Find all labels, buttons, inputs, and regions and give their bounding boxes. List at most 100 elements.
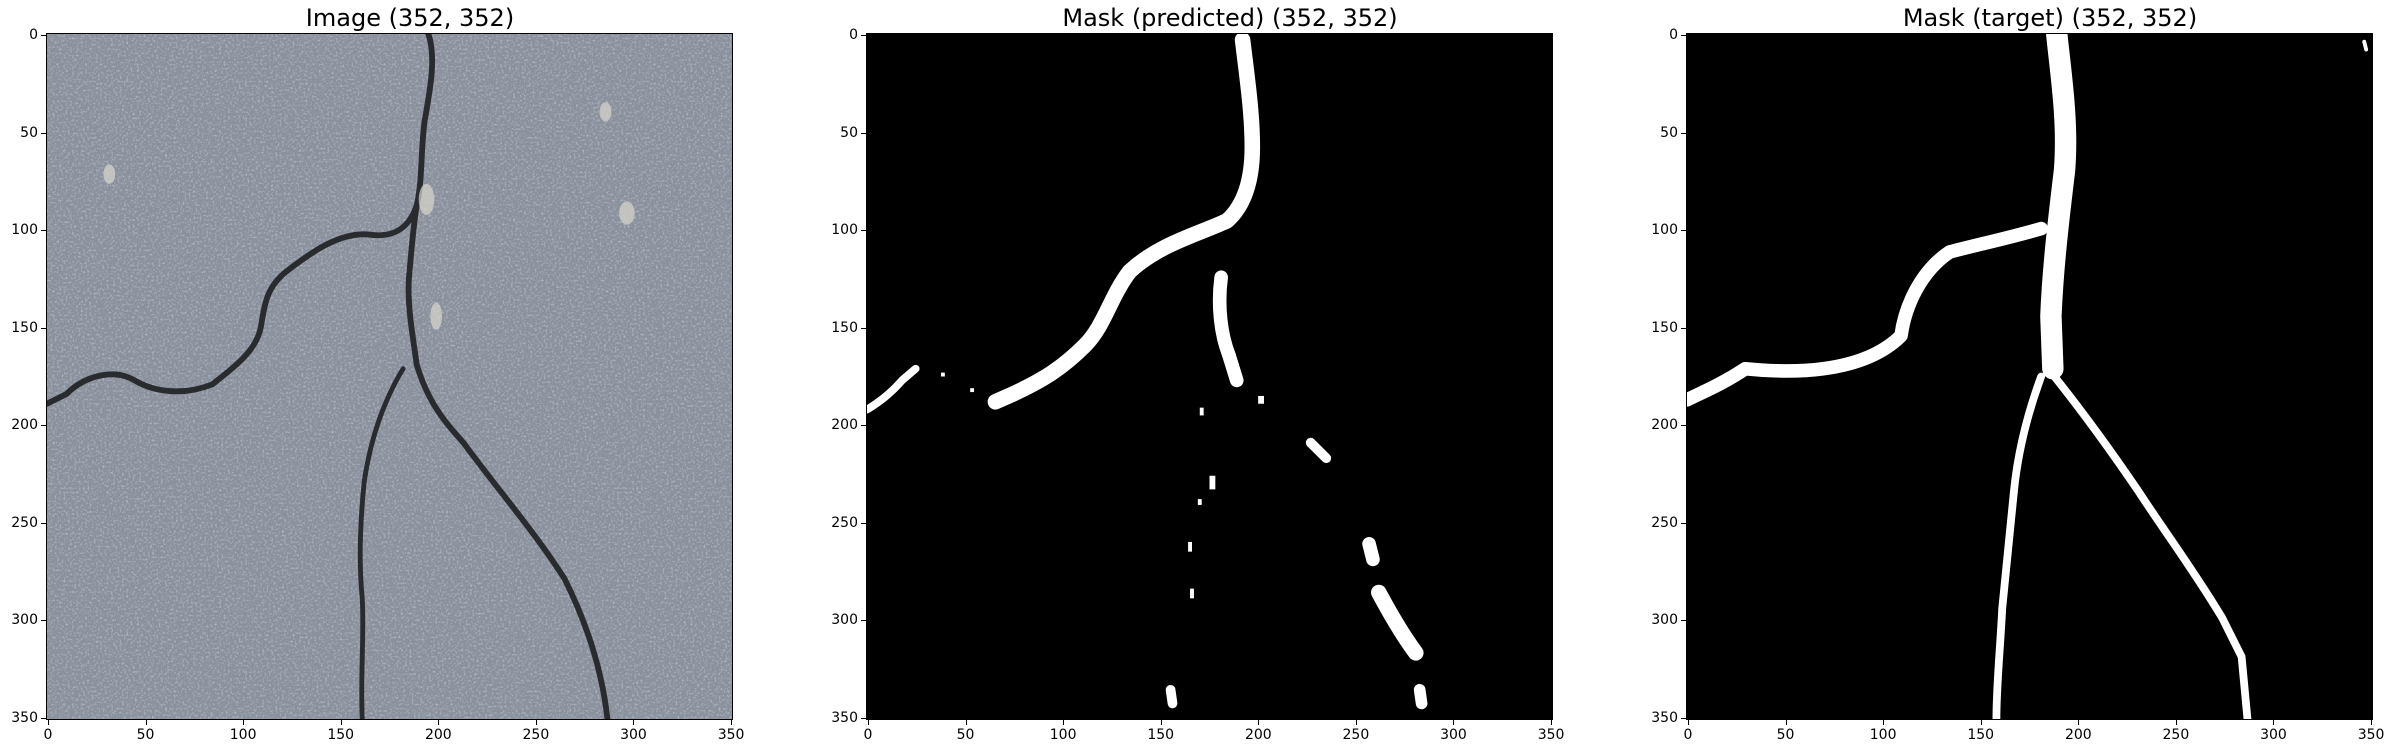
x-tick (1063, 719, 1065, 725)
x-tick-label: 250 (522, 727, 550, 743)
y-tick-label: 250 (1651, 514, 1678, 531)
x-tick (243, 719, 245, 725)
x-tick-label: 250 (1342, 727, 1370, 743)
x-tick (1785, 719, 1787, 725)
y-tick (861, 327, 867, 329)
predicted-axes: 0 50 100 150 200 250 300 350 0 50 100 150 200 250 300 3… (831, 27, 1564, 743)
y-tick-label: 150 (1651, 319, 1678, 336)
y-tick (861, 425, 867, 427)
y-tick (1681, 34, 1687, 36)
y-tick-label: 200 (1651, 417, 1678, 434)
pavement-crack-photo (47, 34, 732, 719)
predicted-panel-title: Mask (predicted) (352, 352) (1062, 4, 1398, 32)
x-tick (2371, 719, 2373, 725)
target-mask (1687, 34, 2372, 719)
y-tick-label: 250 (11, 514, 38, 531)
y-tick (1681, 425, 1687, 427)
x-tick-label: 100 (1869, 727, 1897, 743)
x-tick-label: 200 (1244, 727, 1272, 743)
y-tick (861, 522, 867, 524)
x-tick-label: 300 (620, 727, 647, 743)
x-tick-label: 150 (1967, 727, 1995, 743)
y-tick-label: 0 (849, 26, 858, 43)
x-tick (633, 719, 635, 725)
image-panel: Image (352, 352) (0, 0, 820, 753)
y-tick (1681, 132, 1687, 134)
y-tick (861, 718, 867, 720)
y-tick-label: 350 (831, 710, 858, 727)
y-tick (41, 230, 47, 232)
x-tick-label: 250 (2162, 727, 2190, 743)
y-tick-label: 150 (831, 319, 858, 336)
x-tick (2273, 719, 2275, 725)
x-tick (1355, 719, 1357, 725)
y-tick-label: 200 (11, 417, 38, 434)
x-tick (1551, 719, 1553, 725)
x-tick (438, 719, 440, 725)
y-tick (1681, 327, 1687, 329)
x-tick-label: 50 (956, 727, 975, 743)
y-tick-label: 50 (840, 124, 858, 141)
x-tick-label: 200 (424, 727, 452, 743)
y-tick (41, 34, 47, 36)
y-tick-label: 250 (831, 514, 858, 531)
x-tick (145, 719, 147, 725)
x-tick-label: 350 (2357, 727, 2385, 743)
x-tick (1883, 719, 1885, 725)
x-tick (535, 719, 537, 725)
x-tick (340, 719, 342, 725)
x-tick (1160, 719, 1162, 725)
y-tick-label: 150 (11, 319, 38, 336)
x-tick-label: 150 (327, 727, 355, 743)
y-tick-label: 0 (29, 26, 38, 43)
y-tick (1681, 620, 1687, 622)
y-tick (1681, 718, 1687, 720)
y-tick-label: 0 (1669, 26, 1678, 43)
x-tick-label: 350 (717, 727, 745, 743)
x-tick-label: 50 (136, 727, 155, 743)
x-tick (1453, 719, 1455, 725)
y-tick (41, 327, 47, 329)
y-tick-label: 300 (1651, 612, 1678, 629)
y-tick (1681, 522, 1687, 524)
target-panel-title: Mask (target) (352, 352) (1902, 4, 2198, 32)
x-tick-label: 0 (1683, 727, 1693, 743)
y-tick (861, 132, 867, 134)
y-tick (41, 132, 47, 134)
predicted-panel: Mask (predicted) (352, 352) (820, 0, 1640, 753)
x-tick-label: 200 (2064, 727, 2092, 743)
y-tick (41, 718, 47, 720)
x-tick (1687, 719, 1689, 725)
x-tick (1258, 719, 1260, 725)
y-tick-label: 350 (1651, 710, 1678, 727)
y-tick (1681, 230, 1687, 232)
x-tick-label: 0 (43, 727, 53, 743)
y-tick-label: 300 (11, 612, 38, 629)
x-tick-label: 50 (1776, 727, 1795, 743)
y-tick-label: 100 (11, 222, 38, 239)
x-tick (867, 719, 869, 725)
x-tick-label: 300 (1440, 727, 1467, 743)
x-tick (2078, 719, 2080, 725)
y-tick (41, 620, 47, 622)
x-tick (2175, 719, 2177, 725)
target-panel: Mask (target) (352, 352) 0 50 100 150 200 250… (1640, 0, 2391, 753)
x-tick-label: 100 (229, 727, 257, 743)
y-tick-label: 100 (831, 222, 858, 239)
y-tick (861, 620, 867, 622)
y-tick (861, 34, 867, 36)
x-tick (47, 719, 49, 725)
x-tick-label: 300 (2260, 727, 2287, 743)
y-tick (41, 425, 47, 427)
x-tick (1980, 719, 1982, 725)
y-tick (41, 522, 47, 524)
x-tick (731, 719, 733, 725)
y-tick (861, 230, 867, 232)
image-panel-title: Image (352, 352) (305, 4, 515, 32)
x-tick-label: 350 (1537, 727, 1565, 743)
predicted-mask (867, 34, 1552, 719)
y-tick-label: 50 (20, 124, 38, 141)
y-tick-label: 200 (831, 417, 858, 434)
x-tick-label: 150 (1147, 727, 1175, 743)
